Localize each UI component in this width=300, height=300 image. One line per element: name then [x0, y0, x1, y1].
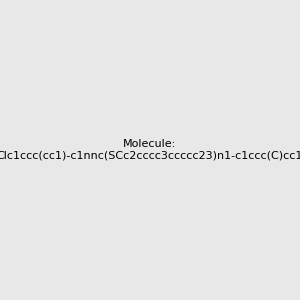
Text: Molecule: Clc1ccc(cc1)-c1nnc(SCc2cccc3ccccc23)n1-c1ccc(C)cc1: Molecule: Clc1ccc(cc1)-c1nnc(SCc2cccc3cc…	[0, 139, 300, 161]
